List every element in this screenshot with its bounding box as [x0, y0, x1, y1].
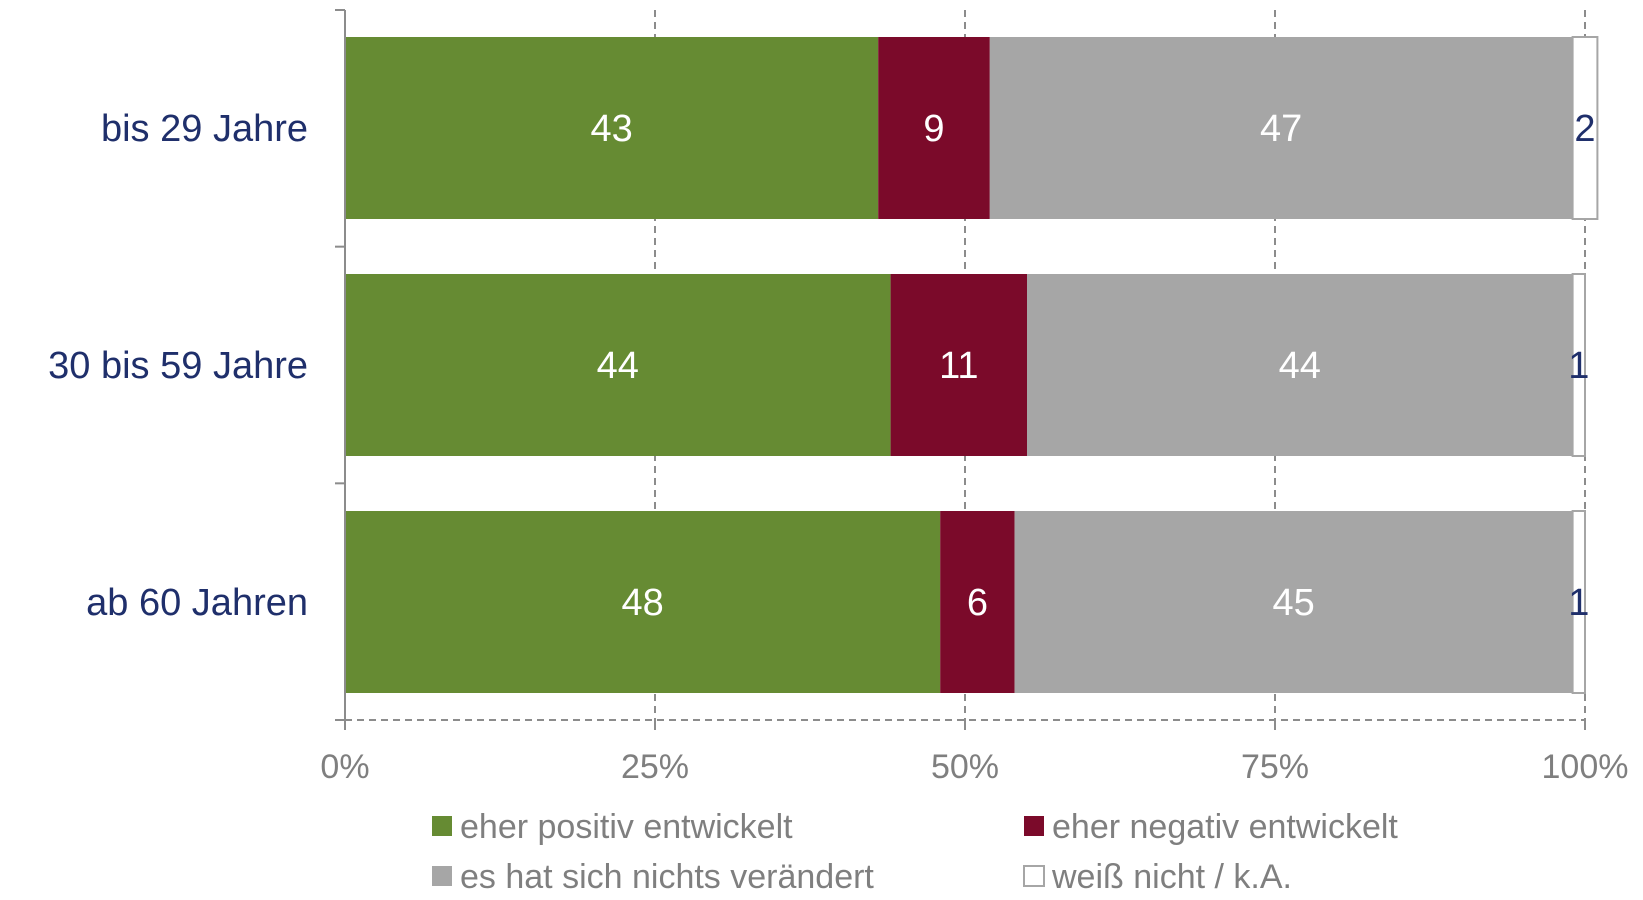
legend-label-3: weiß nicht / k.A. — [1051, 858, 1292, 896]
data-label-1-3: 1 — [1568, 345, 1589, 387]
data-label-1-2: 44 — [1279, 345, 1321, 387]
legend-swatch-1 — [1024, 816, 1044, 836]
legend: eher positiv entwickelt eher negativ entw… — [432, 808, 1398, 896]
axes — [335, 9, 1586, 730]
data-label-0-3: 2 — [1574, 108, 1595, 150]
bar-segment-1-2 — [1027, 274, 1573, 456]
data-label-0-1: 9 — [923, 108, 944, 150]
x-tick-label-1: 25% — [621, 748, 689, 786]
bar-segment-0-2 — [989, 37, 1573, 219]
category-label-1: 30 bis 59 Jahre — [48, 345, 308, 387]
x-tick-label-3: 75% — [1241, 748, 1309, 786]
bar-segment-2-3 — [1571, 510, 1586, 694]
legend-label-0: eher positiv entwickelt — [460, 808, 793, 846]
bar-segment-1-0 — [345, 274, 891, 456]
legend-swatch-0 — [432, 816, 452, 836]
data-label-1-1: 11 — [939, 345, 978, 387]
data-label-1-0: 44 — [597, 345, 639, 387]
bars — [345, 36, 1599, 694]
legend-swatch-3 — [1023, 865, 1045, 887]
legend-swatch-2 — [432, 866, 452, 886]
legend-label-1: eher negativ entwickelt — [1052, 808, 1398, 846]
category-label-0: bis 29 Jahre — [101, 108, 308, 150]
x-tick-label-4: 100% — [1542, 748, 1629, 786]
data-label-2-2: 45 — [1272, 582, 1314, 624]
data-label-2-1: 6 — [967, 582, 988, 624]
bar-segment-2-0 — [345, 511, 941, 693]
legend-label-2: es hat sich nichts verändert — [460, 858, 874, 896]
bar-segment-1-1 — [890, 274, 1027, 456]
x-tick-label-0: 0% — [320, 748, 369, 786]
data-label-2-3: 1 — [1568, 582, 1589, 624]
x-tick-label-2: 50% — [931, 748, 999, 786]
bar-segment-2-2 — [1014, 511, 1573, 693]
bar-segment-0-0 — [345, 37, 879, 219]
bar-segment-0-1 — [878, 37, 990, 219]
bar-segment-1-3 — [1571, 273, 1586, 457]
data-label-2-0: 48 — [621, 582, 663, 624]
labels: 43 9 47 2 bis 29 Jahre 44 11 44 1 30 bis 59 Jahre… — [48, 108, 1628, 786]
data-label-0-2: 47 — [1260, 108, 1302, 150]
bar-segment-0-3 — [1571, 36, 1599, 220]
data-label-0-0: 43 — [590, 108, 632, 150]
bar-segment-2-1 — [940, 511, 1015, 693]
category-label-2: ab 60 Jahren — [86, 582, 308, 624]
